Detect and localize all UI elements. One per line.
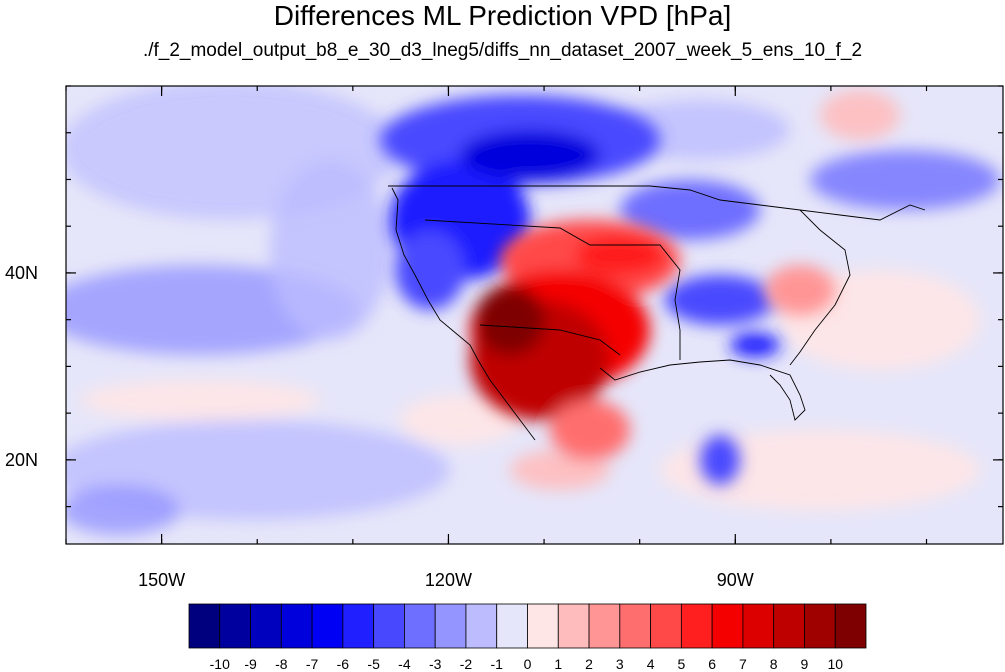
lat-tick-label: 20N	[5, 450, 38, 470]
vpd-difference-field	[66, 86, 1003, 544]
colorbar-swatch	[342, 603, 375, 649]
colorbar-label: -1	[491, 656, 504, 672]
colorbar-swatch	[465, 603, 498, 649]
colorbar-label: 10	[827, 656, 843, 672]
colorbar-label: 9	[801, 656, 809, 672]
colorbar	[188, 603, 867, 649]
colorbar-labels: -10 -9 -8 -7 -6 -5 -4 -3 -2 -1 0 1 2 3 4 5 6 7 8 9 10	[210, 656, 844, 672]
colorbar-label: -2	[460, 656, 473, 672]
colorbar-swatch	[188, 603, 221, 649]
colorbar-label: -8	[275, 656, 288, 672]
colorbar-swatch	[496, 603, 528, 649]
colorbar-label: -7	[306, 656, 319, 672]
colorbar-label: 8	[770, 656, 778, 672]
colorbar-swatch	[804, 603, 836, 649]
colorbar-swatch	[588, 603, 621, 649]
colorbar-swatch	[404, 603, 436, 649]
colorbar-swatch	[250, 603, 282, 649]
lon-tick-label: 150W	[138, 570, 185, 590]
colorbar-label: 2	[585, 656, 593, 672]
colorbar-swatch	[280, 603, 313, 649]
colorbar-swatch	[619, 603, 651, 649]
coastline-lines	[388, 185, 926, 441]
colorbar-swatch	[219, 603, 251, 649]
colorbar-label: -3	[429, 656, 442, 672]
lon-tick-label: 90W	[717, 570, 754, 590]
colorbar-label: 6	[708, 656, 716, 672]
colorbar-swatch	[434, 603, 467, 649]
lat-tick-label: 40N	[5, 263, 38, 283]
colorbar-swatch	[742, 603, 775, 649]
colorbar-swatch	[527, 603, 559, 649]
colorbar-label: -5	[367, 656, 380, 672]
axis-tick-labels: 150W 120W 90W 40N 20N	[5, 263, 754, 590]
colorbar-swatch	[711, 603, 744, 649]
colorbar-label: -4	[398, 656, 411, 672]
colorbar-swatch	[557, 603, 590, 649]
colorbar-label: 5	[677, 656, 685, 672]
colorbar-label: 1	[554, 656, 562, 672]
map-frame	[65, 85, 1004, 545]
axis-ticks	[65, 85, 1003, 544]
map-subtitle: ./f_2_model_output_b8_e_30_d3_lneg5/diff…	[142, 40, 863, 61]
colorbar-swatch	[650, 603, 682, 649]
colorbar-swatch	[773, 603, 805, 649]
colorbar-label: 4	[647, 656, 655, 672]
map-title: Differences ML Prediction VPD [hPa]	[273, 0, 732, 31]
colorbar-label: 7	[739, 656, 747, 672]
lon-tick-label: 120W	[425, 570, 472, 590]
colorbar-swatch	[834, 603, 867, 649]
colorbar-swatch	[680, 603, 713, 649]
colorbar-label: -6	[337, 656, 350, 672]
colorbar-label: 0	[524, 656, 532, 672]
colorbar-label: 3	[616, 656, 624, 672]
colorbar-label: -10	[210, 656, 230, 672]
colorbar-swatch	[311, 603, 344, 649]
colorbar-label: -9	[244, 656, 257, 672]
colorbar-swatch	[373, 603, 405, 649]
